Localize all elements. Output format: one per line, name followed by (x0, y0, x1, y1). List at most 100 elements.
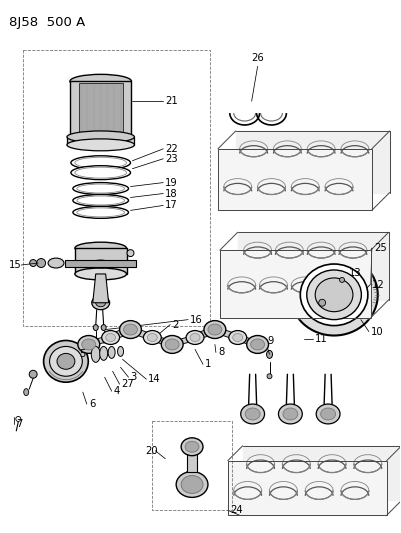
Polygon shape (144, 337, 181, 344)
Ellipse shape (67, 139, 134, 151)
Bar (79, 83, 123, 137)
Bar (70, 82, 132, 139)
Ellipse shape (247, 335, 269, 353)
Ellipse shape (73, 183, 128, 195)
Bar (65, 260, 136, 267)
Ellipse shape (71, 156, 130, 169)
Ellipse shape (75, 157, 127, 168)
Ellipse shape (48, 258, 64, 268)
Ellipse shape (67, 131, 134, 143)
Ellipse shape (70, 74, 132, 88)
Ellipse shape (101, 325, 106, 330)
Ellipse shape (77, 208, 125, 217)
Text: 9: 9 (267, 336, 274, 346)
Text: 7: 7 (16, 419, 23, 429)
Text: 8: 8 (218, 348, 224, 358)
Ellipse shape (16, 416, 21, 422)
Polygon shape (163, 337, 204, 344)
Text: 1: 1 (205, 359, 211, 369)
Polygon shape (243, 446, 401, 500)
Text: 15: 15 (9, 260, 22, 270)
Ellipse shape (267, 350, 273, 358)
Text: 27: 27 (122, 379, 134, 389)
Ellipse shape (90, 260, 111, 268)
Ellipse shape (57, 353, 75, 369)
Bar (75, 248, 127, 274)
Ellipse shape (319, 299, 326, 306)
Polygon shape (220, 250, 371, 318)
Ellipse shape (144, 330, 161, 344)
Ellipse shape (75, 268, 127, 280)
Ellipse shape (148, 334, 157, 342)
Text: 23: 23 (165, 154, 178, 164)
Text: 2: 2 (172, 320, 178, 329)
Text: 18: 18 (165, 189, 178, 198)
Polygon shape (187, 447, 197, 472)
Polygon shape (228, 461, 387, 515)
Bar (220, 250, 371, 318)
Ellipse shape (267, 374, 272, 379)
Text: 17: 17 (165, 200, 178, 211)
Bar (152, 421, 232, 510)
Text: 21: 21 (165, 96, 178, 106)
Text: 25: 25 (374, 243, 387, 253)
Ellipse shape (321, 408, 336, 420)
Ellipse shape (204, 321, 226, 338)
Polygon shape (93, 274, 109, 303)
Ellipse shape (44, 341, 88, 382)
Ellipse shape (50, 346, 82, 376)
Polygon shape (186, 329, 224, 337)
Ellipse shape (77, 196, 125, 205)
Text: 22: 22 (165, 144, 178, 154)
Ellipse shape (79, 134, 123, 143)
Ellipse shape (117, 346, 124, 357)
Ellipse shape (307, 270, 361, 320)
Ellipse shape (245, 408, 260, 420)
Ellipse shape (75, 167, 127, 178)
Polygon shape (238, 232, 389, 300)
Ellipse shape (71, 166, 130, 180)
Ellipse shape (181, 438, 203, 456)
Text: 14: 14 (148, 374, 161, 384)
Ellipse shape (108, 346, 115, 358)
Ellipse shape (208, 324, 222, 335)
Ellipse shape (73, 206, 128, 219)
Polygon shape (218, 149, 372, 211)
Polygon shape (122, 329, 161, 337)
Ellipse shape (96, 299, 105, 306)
Ellipse shape (77, 184, 125, 193)
Ellipse shape (340, 277, 344, 282)
Ellipse shape (165, 339, 179, 350)
Ellipse shape (30, 260, 36, 266)
Ellipse shape (119, 321, 142, 338)
Bar (23, 50, 210, 326)
Polygon shape (206, 329, 247, 337)
Polygon shape (236, 131, 390, 192)
Ellipse shape (181, 475, 203, 494)
Text: 26: 26 (251, 53, 264, 63)
Ellipse shape (185, 441, 199, 452)
Ellipse shape (82, 339, 96, 350)
Bar (228, 461, 387, 515)
Text: 20: 20 (146, 446, 158, 456)
Ellipse shape (70, 132, 132, 146)
Ellipse shape (73, 195, 128, 206)
Ellipse shape (36, 259, 46, 268)
Ellipse shape (24, 389, 29, 395)
Ellipse shape (93, 325, 98, 330)
Ellipse shape (190, 334, 200, 342)
Text: 16: 16 (190, 314, 203, 325)
Text: 11: 11 (315, 335, 328, 344)
Bar (67, 137, 134, 145)
Text: 24: 24 (230, 505, 243, 515)
Text: 10: 10 (371, 327, 383, 336)
Ellipse shape (229, 330, 247, 344)
Ellipse shape (105, 334, 115, 342)
Text: 3: 3 (130, 372, 137, 382)
Text: 12: 12 (372, 280, 385, 290)
Ellipse shape (29, 370, 37, 378)
Ellipse shape (300, 264, 368, 326)
Ellipse shape (283, 408, 298, 420)
Text: 13: 13 (349, 268, 362, 278)
Ellipse shape (315, 278, 353, 312)
